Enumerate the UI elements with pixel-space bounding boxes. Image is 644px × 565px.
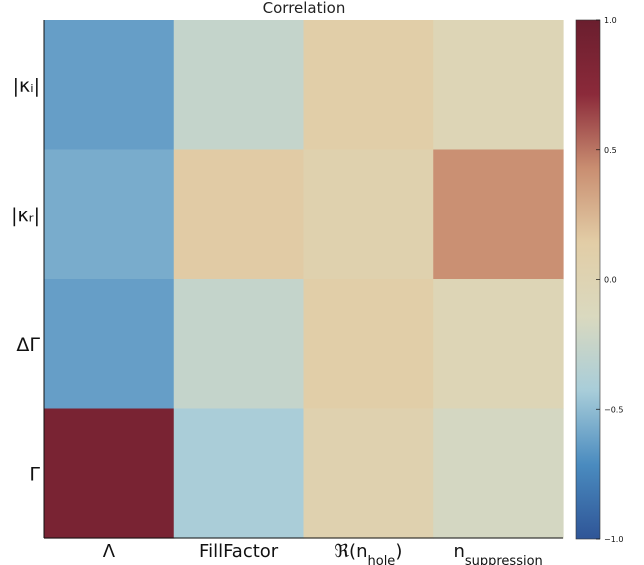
heatmap-cell (173, 149, 305, 280)
heatmap-cell (173, 20, 305, 151)
colorbar-tick-label: 0.5 (604, 146, 617, 155)
heatmap-cell (173, 408, 305, 539)
x-tick-label: Λ (103, 541, 116, 562)
y-tick-label: Γ (29, 463, 40, 485)
heatmap-cells (44, 20, 564, 539)
y-tick-label: ΔΓ (16, 334, 40, 356)
x-tick-labels: Λ FillFactor ℜ(nhole) nsuppression (103, 541, 543, 565)
y-tick-label: |κᵣ| (11, 204, 40, 226)
x-tick-label: nsuppression (453, 541, 542, 565)
heatmap-cell (433, 408, 564, 539)
colorbar-tick-label: −1.0 (604, 535, 623, 544)
colorbar: −1.0 −0.5 0.0 0.5 1.0 (575, 16, 623, 544)
heatmap-cell (303, 279, 434, 410)
colorbar-tick-label: 0.0 (604, 276, 617, 285)
x-tick-label: ℜ(nhole) (334, 541, 402, 565)
heatmap-cell (433, 20, 564, 151)
chart-title: Correlation (263, 0, 346, 17)
heatmap-cell (433, 279, 564, 410)
heatmap-cell (303, 408, 434, 539)
axes (43, 20, 563, 539)
heatmap-cell (433, 149, 564, 280)
y-tick-labels: |κᵢ| |κᵣ| ΔΓ Γ (11, 75, 40, 486)
heatmap-cell (173, 279, 305, 410)
colorbar-tick-label: 1.0 (604, 16, 617, 25)
heatmap-cell (44, 279, 175, 410)
y-tick-label: |κᵢ| (13, 75, 40, 97)
heatmap-cell (44, 20, 175, 151)
heatmap-cell (44, 408, 175, 539)
colorbar-tick-label: −0.5 (604, 405, 623, 414)
heatmap-cell (303, 149, 434, 280)
heatmap-cell (303, 20, 434, 151)
x-tick-label: FillFactor (199, 541, 279, 562)
heatmap-cell (44, 149, 175, 280)
